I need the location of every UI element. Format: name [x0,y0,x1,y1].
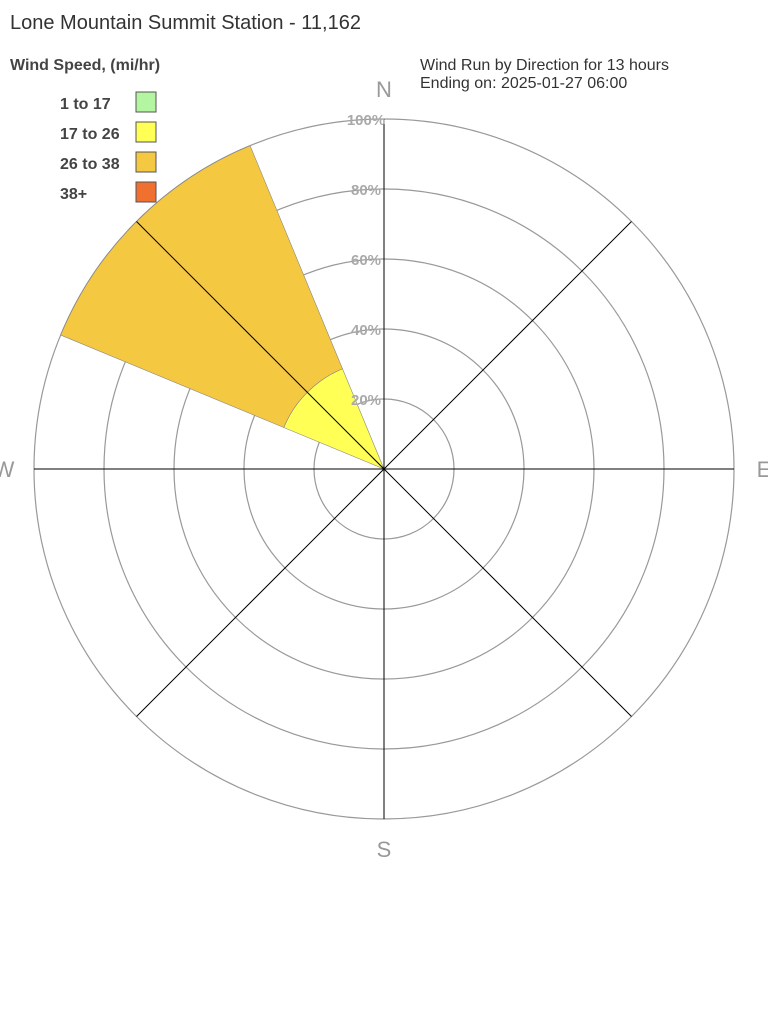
legend-swatch [135,121,157,143]
legend-label: 17 to 26 [60,126,120,143]
legend-swatch [135,91,157,113]
direction-label: E [757,457,768,482]
direction-label: W [0,457,15,482]
legend-label: 26 to 38 [60,156,120,173]
spoke [136,468,385,717]
legend-swatch [135,181,157,203]
spoke [383,221,632,470]
legend-label: 38+ [60,186,87,203]
spoke [383,468,632,717]
spoke [136,221,385,470]
r-tick-label: 80% [351,182,381,199]
subtitle: Wind Run by Direction for 13 hours [420,57,669,74]
chart-title: Lone Mountain Summit Station - 11,162 [10,12,361,34]
legend-swatch [135,151,157,173]
r-tick-label: 20% [351,392,381,409]
direction-label: S [377,837,392,862]
direction-label: N [376,77,392,102]
r-tick-label: 100% [347,112,385,129]
r-tick-label: 60% [351,252,381,269]
subtitle: Ending on: 2025-01-27 06:00 [420,75,627,92]
r-tick-label: 40% [351,322,381,339]
legend-title: Wind Speed, (mi/hr) [10,57,160,74]
legend-label: 1 to 17 [60,96,111,113]
